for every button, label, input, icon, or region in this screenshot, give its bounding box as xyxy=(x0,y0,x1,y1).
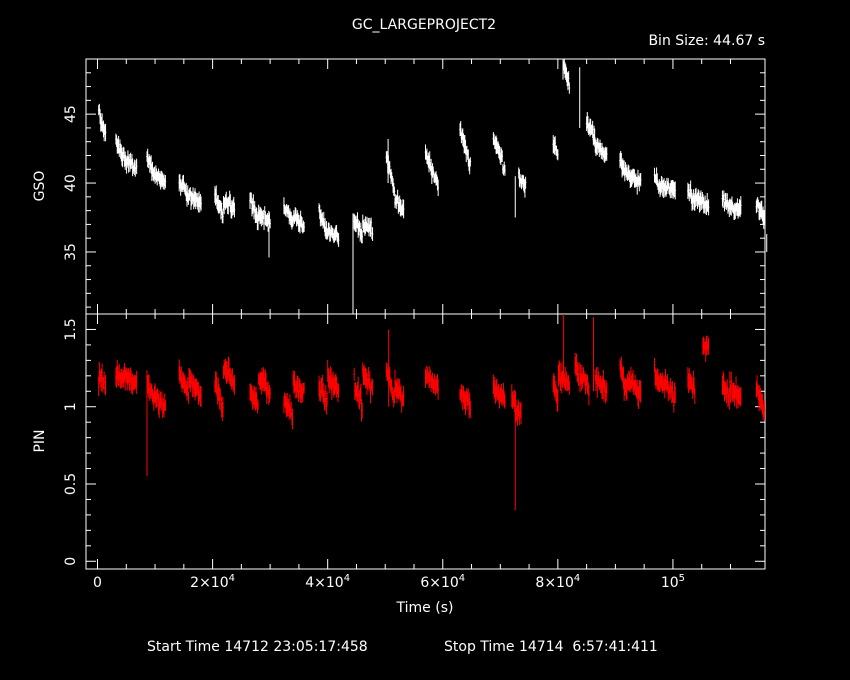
pin-panel-frame xyxy=(85,313,766,570)
x-tick-label: 0 xyxy=(93,575,102,591)
y-tick-label: 45 xyxy=(63,105,79,123)
y-tick-label: 35 xyxy=(63,243,79,261)
stop-time-label: Stop Time 14714 6:57:41:411 xyxy=(444,639,658,655)
chart-title: GC_LARGEPROJECT2 xyxy=(352,17,496,33)
y-tick-label: 0.5 xyxy=(63,473,79,495)
start-time-label: Start Time 14712 23:05:17:458 xyxy=(147,639,368,655)
y-tick-label: 1.5 xyxy=(63,318,79,340)
axis-ticks xyxy=(86,58,765,569)
data-marks xyxy=(97,59,768,511)
pin-axis-label: PIN xyxy=(32,429,48,452)
gso-axis-label: GSO xyxy=(32,171,48,202)
x-axis-label: Time (s) xyxy=(396,600,454,616)
bin-size-label: Bin Size: 44.67 s xyxy=(648,33,765,49)
y-tick-label: 1 xyxy=(63,402,79,411)
y-tick-label: 0 xyxy=(63,557,79,566)
x-tick-label: 8×104 xyxy=(535,573,580,591)
x-tick-label: 2×104 xyxy=(190,573,235,591)
x-tick-label: 105 xyxy=(661,573,685,591)
y-tick-label: 40 xyxy=(63,174,79,192)
x-tick-label: 6×104 xyxy=(420,573,465,591)
x-tick-label: 4×104 xyxy=(305,573,350,591)
